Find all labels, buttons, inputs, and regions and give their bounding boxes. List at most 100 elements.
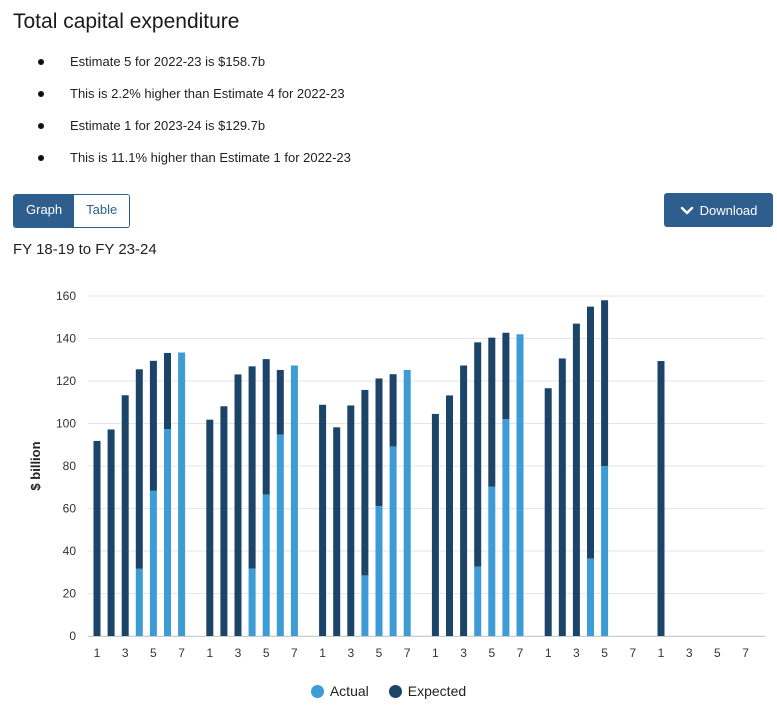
x-tick-label: 7	[404, 646, 411, 660]
bar-actual	[248, 568, 256, 636]
y-tick-label: 20	[63, 587, 77, 601]
x-tick-label: 3	[573, 646, 580, 660]
x-tick-label: 5	[601, 646, 608, 660]
x-tick-label: 1	[432, 646, 439, 660]
x-tick-label: 7	[517, 646, 524, 660]
bar-expected	[375, 378, 383, 507]
x-tick-label: 3	[122, 646, 129, 660]
bar-expected	[347, 405, 355, 636]
bar-actual	[276, 434, 284, 636]
bar-expected	[474, 342, 482, 567]
bar-expected	[502, 332, 510, 420]
y-tick-label: 160	[56, 289, 76, 303]
x-tick-label: 5	[150, 646, 157, 660]
bar-expected	[262, 359, 270, 495]
bar-actual	[488, 486, 496, 636]
x-tick-label: 7	[629, 646, 636, 660]
download-label: Download	[699, 202, 758, 218]
bar-expected	[333, 427, 341, 636]
summary-item: Estimate 1 for 2023-24 is $129.7b	[38, 116, 351, 148]
table-tab[interactable]: Table	[74, 195, 130, 227]
legend-label-expected: Expected	[407, 683, 467, 699]
x-tick-label: 3	[235, 646, 242, 660]
bar-actual	[474, 566, 482, 636]
x-tick-label: 1	[94, 646, 101, 660]
bar-expected	[220, 406, 228, 636]
bar-actual	[389, 446, 397, 636]
bar-expected	[389, 374, 397, 447]
x-tick-label: 1	[545, 646, 552, 660]
page-title: Total capital expenditure	[13, 10, 240, 33]
bar-actual	[502, 419, 510, 636]
bar-expected	[164, 352, 171, 430]
summary-item: This is 11.1% higher than Estimate 1 for…	[38, 148, 351, 180]
chevron-down-icon	[680, 206, 693, 215]
legend-label-actual: Actual	[329, 683, 369, 699]
bar-expected	[431, 413, 439, 636]
bar-expected	[276, 369, 284, 435]
x-tick-label: 7	[742, 646, 749, 660]
bar-expected	[544, 388, 552, 636]
legend-item-actual[interactable]: Actual	[310, 683, 369, 699]
bar-actual	[178, 352, 186, 636]
legend-item-expected[interactable]: Expected	[388, 683, 467, 699]
x-tick-label: 7	[291, 646, 298, 660]
bar-actual	[375, 506, 383, 636]
bar-actual	[290, 365, 298, 636]
summary-list: Estimate 5 for 2022-23 is $158.7b This i…	[38, 52, 351, 180]
y-tick-label: 40	[63, 544, 77, 558]
bar-expected	[248, 366, 256, 569]
x-tick-label: 7	[178, 646, 185, 660]
y-tick-label: 80	[63, 459, 77, 473]
bar-expected	[460, 365, 468, 636]
bar-expected	[107, 429, 115, 636]
x-tick-label: 5	[263, 646, 270, 660]
x-tick-label: 3	[686, 646, 693, 660]
x-tick-label: 5	[376, 646, 383, 660]
download-button[interactable]: Download	[664, 193, 773, 227]
y-tick-label: 140	[56, 332, 76, 346]
summary-item: This is 2.2% higher than Estimate 4 for …	[38, 84, 351, 116]
graph-tab[interactable]: Graph	[14, 195, 75, 227]
x-tick-label: 1	[658, 646, 665, 660]
bar-expected	[319, 404, 327, 636]
x-tick-label: 3	[347, 646, 354, 660]
y-axis-title: $ billion	[28, 441, 43, 490]
bar-expected	[135, 369, 143, 569]
bar-actual	[361, 575, 369, 636]
bar-expected	[446, 395, 453, 636]
y-tick-label: 60	[63, 502, 77, 516]
x-tick-label: 1	[319, 646, 326, 660]
x-tick-label: 5	[714, 646, 721, 660]
view-toggle: Graph Table	[13, 194, 131, 228]
bar-actual	[587, 558, 594, 636]
x-tick-label: 5	[488, 646, 495, 660]
legend-swatch-expected	[388, 684, 402, 698]
bar-expected	[657, 361, 665, 636]
bar-expected	[558, 358, 566, 636]
y-tick-label: 0	[69, 629, 76, 643]
chart-canvas: 0 20 40 60 80 100 120 140 160 $ billion 1 3 5 7 1 3 5 7 1 3…	[28, 289, 765, 660]
y-tick-label: 100	[56, 417, 76, 431]
bar-expected	[149, 360, 157, 491]
bar-actual	[601, 466, 609, 636]
x-tick-label: 1	[206, 646, 213, 660]
bar-actual	[149, 490, 157, 636]
summary-item: Estimate 5 for 2022-23 is $158.7b	[38, 52, 351, 84]
chart-subtitle: FY 18-19 to FY 23-24	[13, 241, 157, 258]
bar-expected	[587, 306, 594, 559]
bar-expected	[234, 374, 242, 636]
bar-expected	[121, 395, 129, 636]
x-tick-label: 3	[460, 646, 467, 660]
bar-actual	[403, 369, 411, 636]
bar-actual	[164, 429, 171, 636]
bar-actual	[262, 494, 270, 636]
bar-expected	[601, 300, 609, 467]
bar-actual	[135, 568, 143, 636]
bar-expected	[93, 440, 101, 636]
bar-expected	[572, 323, 580, 636]
bar-expected	[488, 337, 496, 487]
bar-actual	[516, 334, 524, 636]
legend-swatch-actual	[310, 684, 324, 698]
bar-expected	[361, 389, 369, 576]
